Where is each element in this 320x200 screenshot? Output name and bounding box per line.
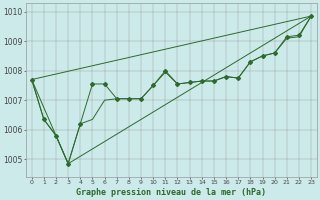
X-axis label: Graphe pression niveau de la mer (hPa): Graphe pression niveau de la mer (hPa) [76,188,267,197]
